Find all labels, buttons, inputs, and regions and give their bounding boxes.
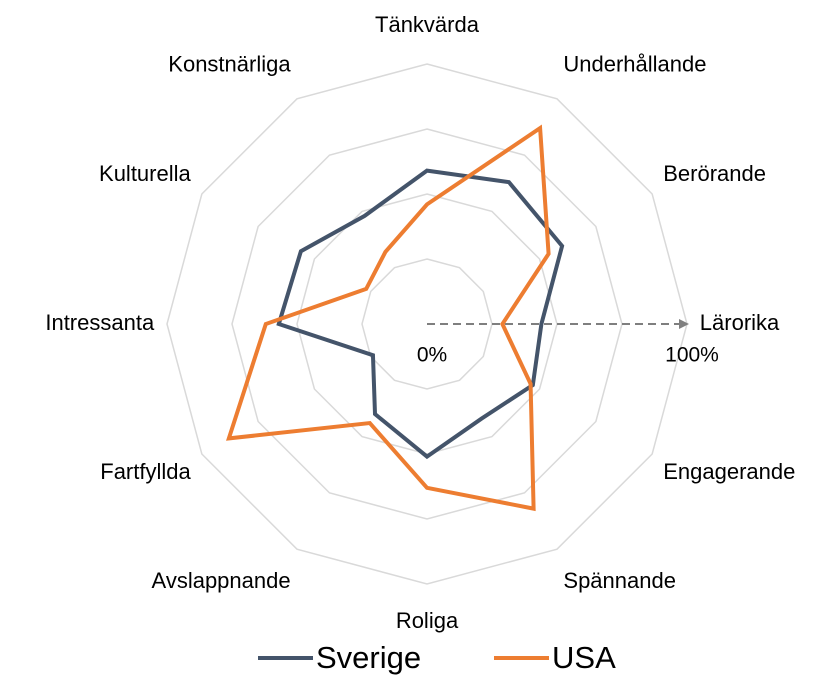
axis-tick-label: 100% [665,344,719,367]
category-label: Intressanta [45,310,155,335]
axis-tick-label: 0% [417,344,447,367]
category-label: Berörande [663,161,766,186]
category-label: Lärorika [700,310,780,335]
category-label: Avslappnande [152,568,291,593]
category-label: Roliga [396,608,459,633]
category-label: Underhållande [563,52,706,77]
legend-label: USA [552,640,616,675]
category-label: Tänkvärda [375,12,480,37]
grid-ring [231,128,623,520]
legend-label: Sverige [316,640,421,675]
series-line [276,168,565,460]
grid-ring [361,258,493,390]
grid-ring [166,63,688,585]
category-label: Engagerande [663,459,795,484]
grid-ring [296,193,558,455]
category-label: Kulturella [99,161,191,186]
category-label: Spännande [563,568,676,593]
category-label: Fartfyllda [100,459,191,484]
category-label: Konstnärliga [168,52,291,77]
series-line [226,124,551,512]
